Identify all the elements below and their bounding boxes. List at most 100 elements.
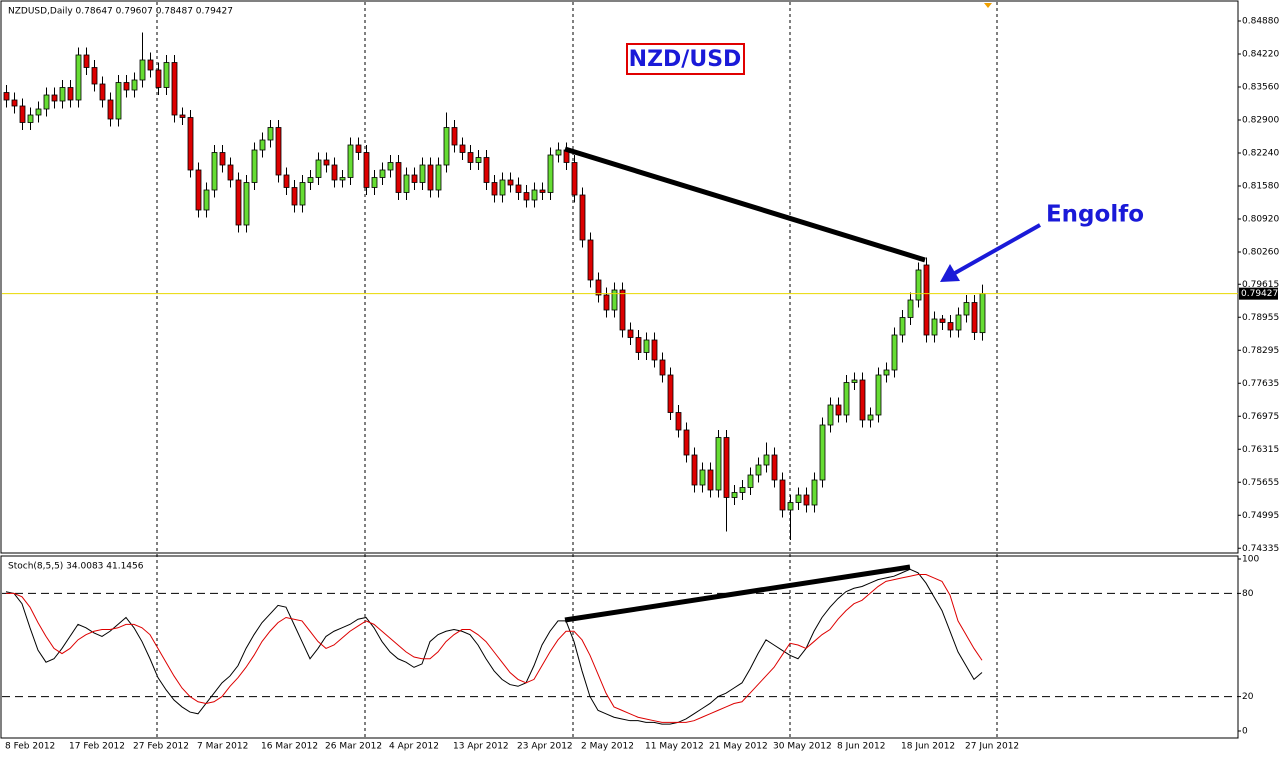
candle-body xyxy=(859,379,866,421)
candle-body xyxy=(91,67,98,85)
y-tick-label: 100 xyxy=(1242,555,1259,565)
candle-body xyxy=(875,374,882,416)
candle-body xyxy=(915,269,922,301)
candle-body xyxy=(771,454,778,481)
candle-body xyxy=(235,179,242,226)
y-tick-label: 0.83560 xyxy=(1242,83,1279,93)
candle-body xyxy=(555,149,562,156)
x-tick-label: 8 Jun 2012 xyxy=(837,742,885,752)
candle-body xyxy=(867,414,874,421)
candle-body xyxy=(291,187,298,206)
stoch-line xyxy=(6,573,983,723)
candle-body xyxy=(843,382,850,416)
candle-body xyxy=(179,114,186,118)
candle-body xyxy=(299,182,306,206)
candle-body xyxy=(307,177,314,183)
y-tick-label: 0.76315 xyxy=(1242,445,1279,455)
candle-body xyxy=(819,424,826,481)
candle-body xyxy=(67,87,74,101)
candle-body xyxy=(667,374,674,413)
x-tick-label: 27 Jun 2012 xyxy=(965,742,1019,752)
candle-body xyxy=(443,127,450,166)
candle-body xyxy=(635,337,642,353)
candle-body xyxy=(531,189,538,201)
y-tick-label: 0.74995 xyxy=(1242,511,1279,521)
x-tick-label: 4 Apr 2012 xyxy=(389,742,439,752)
y-tick-label: 0.77635 xyxy=(1242,379,1279,389)
candle-body xyxy=(219,152,226,166)
candle-body xyxy=(371,177,378,188)
candle-body xyxy=(691,454,698,486)
candle-body xyxy=(787,502,794,511)
y-tick-label: 0.78295 xyxy=(1242,346,1279,356)
candle-body xyxy=(19,105,26,123)
engulfing-label: Engolfo xyxy=(1046,202,1144,228)
candle-body xyxy=(539,189,546,193)
x-tick-label: 26 Mar 2012 xyxy=(325,742,382,752)
x-tick-label: 2 May 2012 xyxy=(581,742,634,752)
candle-body xyxy=(267,127,274,141)
candle-body xyxy=(83,54,90,68)
candle-body xyxy=(779,479,786,511)
candle-body xyxy=(803,494,810,506)
candle-body xyxy=(379,169,386,178)
candle-body xyxy=(211,152,218,191)
candle-body xyxy=(835,404,842,416)
stoch-title: Stoch(8,5,5) 34.0083 41.1456 xyxy=(8,562,144,572)
candle-body xyxy=(907,299,914,318)
candle-body xyxy=(355,144,362,153)
candle-body xyxy=(227,164,234,181)
stoch-panel xyxy=(0,555,1239,739)
candle-body xyxy=(827,404,834,426)
candle-body xyxy=(883,369,890,376)
candle-body xyxy=(195,169,202,211)
candle-body xyxy=(931,318,938,336)
candle-body xyxy=(675,412,682,431)
candle-body xyxy=(163,62,170,88)
candle-body xyxy=(403,174,410,193)
candle-body xyxy=(123,82,130,91)
candle-body xyxy=(651,339,658,361)
candle-body xyxy=(187,117,194,171)
y-tick-label: 0.81580 xyxy=(1242,182,1279,192)
y-tick-label: 0.84880 xyxy=(1242,17,1279,27)
x-tick-label: 11 May 2012 xyxy=(645,742,704,752)
candle-body xyxy=(739,487,746,493)
candle-body xyxy=(243,182,250,226)
candle-body xyxy=(955,314,962,331)
price-panel xyxy=(0,0,1239,554)
candle-body xyxy=(3,92,10,101)
candle-body xyxy=(523,192,530,201)
trend-line xyxy=(564,146,926,263)
y-tick-label: 0.76975 xyxy=(1242,412,1279,422)
candle-body xyxy=(115,82,122,120)
candle-body xyxy=(619,289,626,331)
period-marker xyxy=(984,3,992,8)
candle-body xyxy=(627,329,634,338)
candle-body xyxy=(763,454,770,466)
candle-body xyxy=(755,464,762,476)
stoch-trend-line xyxy=(564,564,911,623)
current-price-label: 0.79427 xyxy=(1241,289,1278,299)
candle-body xyxy=(507,179,514,186)
candle-body xyxy=(139,59,146,81)
candle-body xyxy=(571,162,578,196)
y-tick-label: 0 xyxy=(1242,727,1248,737)
y-tick-label: 0.80260 xyxy=(1242,248,1279,258)
candle-body xyxy=(659,359,666,376)
candle-body xyxy=(587,239,594,281)
candle-body xyxy=(347,144,354,178)
y-tick-label: 80 xyxy=(1242,589,1254,599)
x-tick-label: 13 Apr 2012 xyxy=(453,742,509,752)
candle-body xyxy=(203,189,210,211)
candle-body xyxy=(947,322,954,331)
candle-body xyxy=(51,94,58,102)
chart-title: NZDUSD,Daily 0.78647 0.79607 0.78487 0.7… xyxy=(8,7,233,17)
candle-body xyxy=(459,144,466,153)
x-tick-label: 7 Mar 2012 xyxy=(197,742,248,752)
candle-body xyxy=(603,294,610,311)
candle-body xyxy=(35,108,42,116)
x-tick-label: 30 May 2012 xyxy=(773,742,832,752)
candle-body xyxy=(419,164,426,183)
